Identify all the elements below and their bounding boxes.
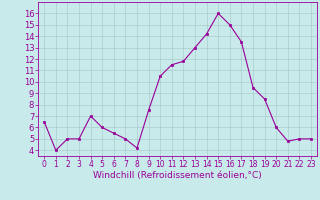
- X-axis label: Windchill (Refroidissement éolien,°C): Windchill (Refroidissement éolien,°C): [93, 171, 262, 180]
